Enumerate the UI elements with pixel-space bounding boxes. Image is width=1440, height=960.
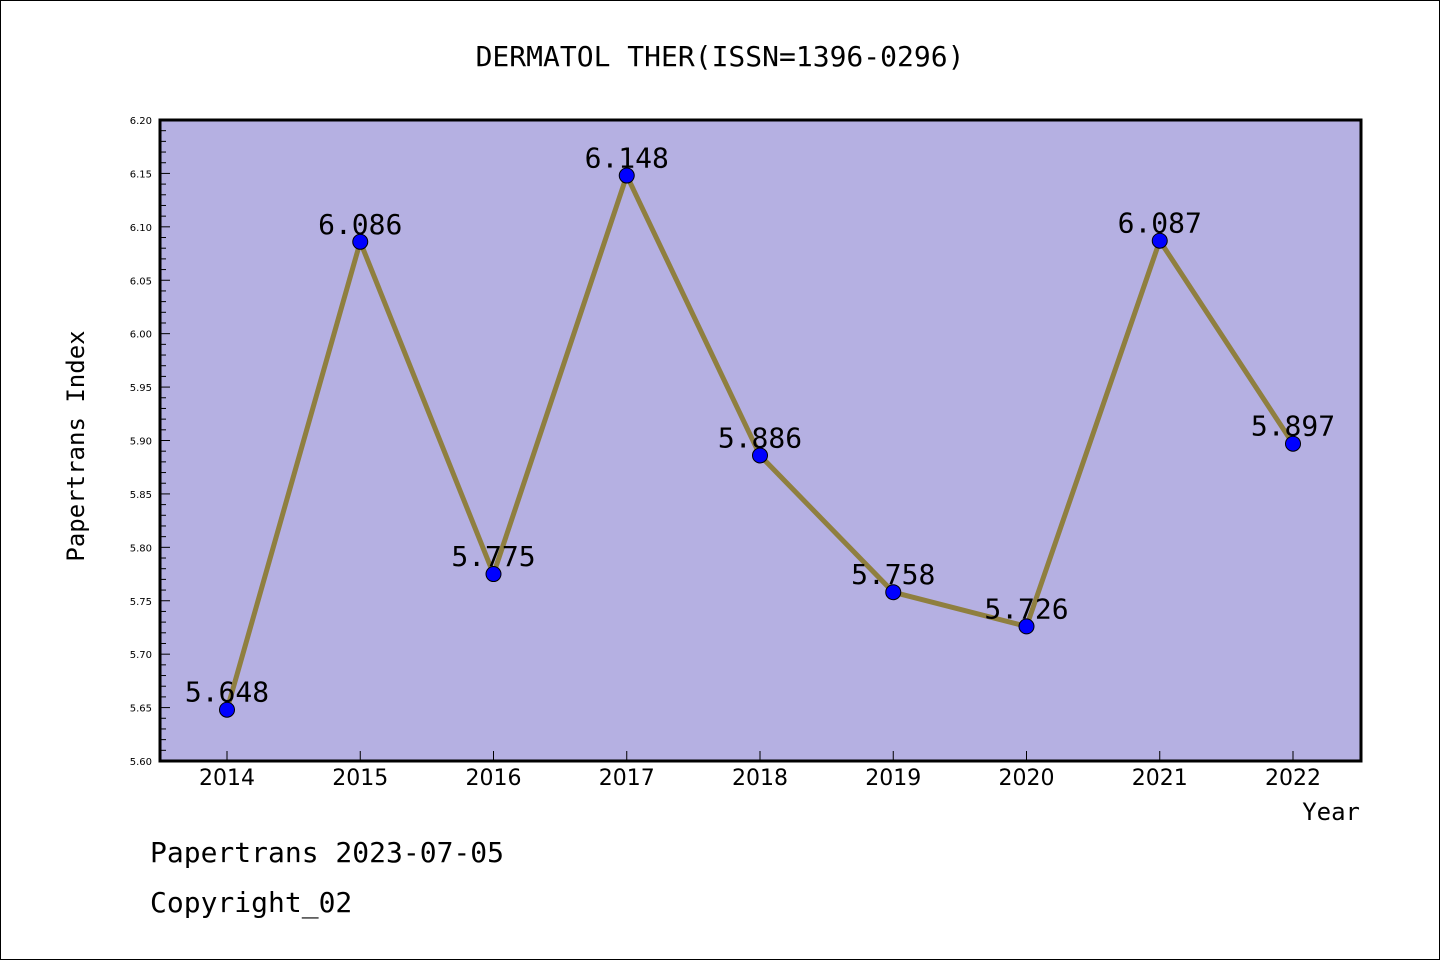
data-label: 5.758 [851,558,935,591]
y-tick-label: 6.15 [130,169,152,180]
y-tick-label: 6.20 [130,116,152,127]
y-tick-label: 6.05 [130,276,152,287]
data-label: 6.086 [318,208,402,241]
data-label: 5.726 [984,592,1068,625]
chart-title: DERMATOL THER(ISSN=1396-0296) [476,40,965,73]
x-tick-label: 2021 [1132,766,1188,791]
data-point [1018,618,1035,635]
plot-area [158,118,1363,763]
x-tick-label: 2017 [599,766,655,791]
data-label: 6.087 [1118,207,1202,240]
footer-copyright: Copyright_02 [150,886,353,919]
x-axis-label: Year [1302,798,1360,826]
y-tick-label: 6.00 [130,330,152,341]
y-axis-label: Papertrans Index [62,330,90,561]
x-tick-label: 2018 [732,766,788,791]
data-label: 5.886 [718,421,802,454]
x-axis: 2014 2015 2016 2017 2018 2019 2020 2021 2022 [199,751,1321,791]
data-point [752,447,768,464]
y-tick-label: 5.80 [130,543,152,554]
y-tick-label: 5.95 [130,383,152,394]
x-tick-label: 2014 [199,766,255,791]
y-axis: 5.60 5.65 5.70 5.75 5.80 5.85 5.90 5.95 6.00 6.05… [130,116,170,768]
data-point [352,233,369,250]
data-label: 5.648 [185,676,269,709]
data-label: 6.148 [585,142,669,175]
series-markers [219,167,1301,718]
y-tick-label: 5.85 [130,490,152,501]
y-tick-label: 5.90 [130,437,152,448]
y-tick-label: 6.10 [130,223,152,234]
x-tick-label: 2022 [1265,766,1321,791]
y-tick-label: 5.65 [130,704,152,715]
data-point [1151,232,1168,249]
x-tick-label: 2015 [332,766,388,791]
data-label: 5.897 [1251,410,1335,443]
data-labels: 5.648 6.086 5.775 6.148 5.886 5.758 5.726 6.087… [185,142,1335,709]
data-point [1285,435,1301,452]
y-tick-label: 5.60 [130,757,152,768]
y-tick-label: 5.75 [130,597,152,608]
data-point [485,566,502,583]
footer-date: Papertrans 2023-07-05 [150,836,505,869]
data-point [618,167,635,184]
data-label: 5.775 [451,540,535,573]
x-tick-label: 2019 [865,766,921,791]
data-point [885,584,902,601]
data-point [219,701,235,718]
x-tick-label: 2016 [466,766,522,791]
y-tick-label: 5.70 [130,650,152,661]
x-tick-label: 2020 [999,766,1055,791]
